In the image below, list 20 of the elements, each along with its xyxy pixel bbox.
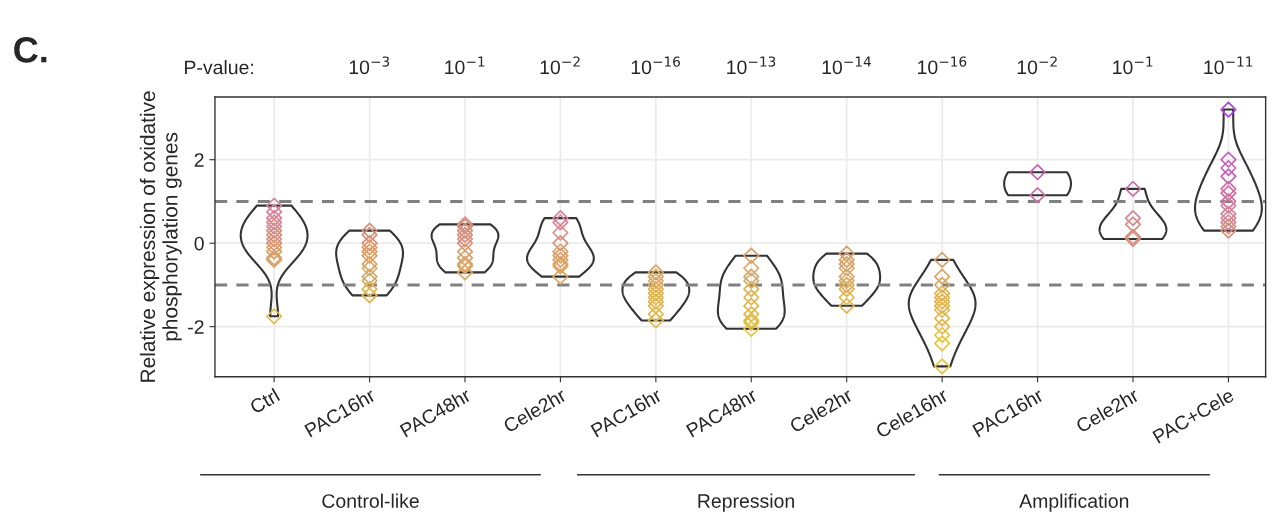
text: 10$^{−1}$ (1113, 56, 1153, 75)
x-tick-label: Ctrl (248, 387, 281, 415)
y-tick-label: -2 (188, 320, 204, 334)
text: 10$^{−11}$ (1204, 56, 1253, 75)
text: P-value: (185, 60, 254, 75)
text: 10$^{−16}$ (631, 56, 680, 75)
text: 10$^{−13}$ (727, 56, 776, 75)
text: Repression (698, 493, 794, 512)
text: Amplification (1019, 493, 1129, 512)
text: 10$^{−2}$ (1017, 56, 1057, 75)
text: 10$^{−16}$ (918, 56, 967, 75)
y-tick-label: 2 (194, 153, 204, 167)
text: 10$^{−1}$ (445, 56, 485, 75)
y-axis-title: Relative expression of oxidative phosphorylation genes (139, 91, 182, 382)
text: 10$^{−14}$ (822, 56, 871, 75)
text: 10$^{−3}$ (349, 56, 390, 75)
y-tick-label: 0 (194, 236, 204, 251)
text: C. (14, 37, 47, 63)
text: Control-like (322, 493, 419, 508)
text: 10$^{−2}$ (540, 56, 580, 75)
